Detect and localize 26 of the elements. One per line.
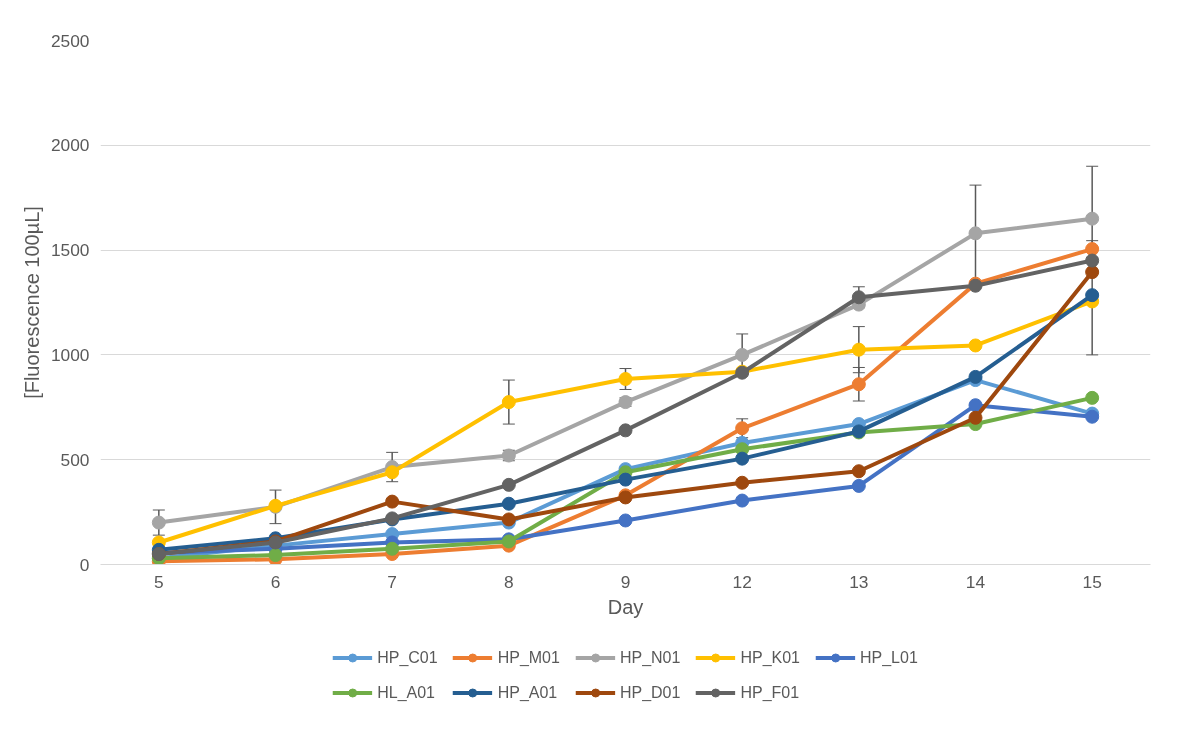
y-tick-label: 2500 [50, 30, 90, 51]
x-tick-label: 5 [154, 571, 164, 592]
x-tick-label: 6 [270, 571, 281, 592]
legend-label: HP_C01 [377, 648, 438, 667]
y-axis-title: [Fluorescence 100µL] [20, 206, 43, 399]
y-tick-label: 1000 [50, 344, 90, 365]
legend-label: HP_M01 [497, 648, 560, 667]
legend-label: HP_N01 [619, 648, 681, 667]
x-tick-label: 15 [1082, 571, 1102, 592]
x-tick-label: 8 [504, 571, 514, 592]
y-tick-label: 2000 [50, 135, 90, 156]
legend-label: HP_F01 [740, 683, 800, 702]
x-tick-label: 14 [965, 571, 986, 592]
y-tick-label: 0 [79, 554, 90, 575]
x-axis-title: Day [607, 595, 644, 618]
y-tick-label: 1500 [50, 240, 90, 261]
x-tick-label: 13 [849, 571, 869, 592]
x-tick-label: 12 [732, 571, 752, 592]
legend-label: HP_A01 [497, 683, 558, 702]
legend-label: HL_A01 [377, 683, 436, 702]
x-tick-label: 7 [387, 571, 397, 592]
y-tick-label: 500 [60, 449, 90, 470]
x-tick-label: 9 [620, 571, 631, 592]
legend-label: HP_L01 [859, 648, 918, 667]
legend-label: HP_D01 [619, 683, 681, 702]
legend-label: HP_K01 [740, 648, 800, 667]
